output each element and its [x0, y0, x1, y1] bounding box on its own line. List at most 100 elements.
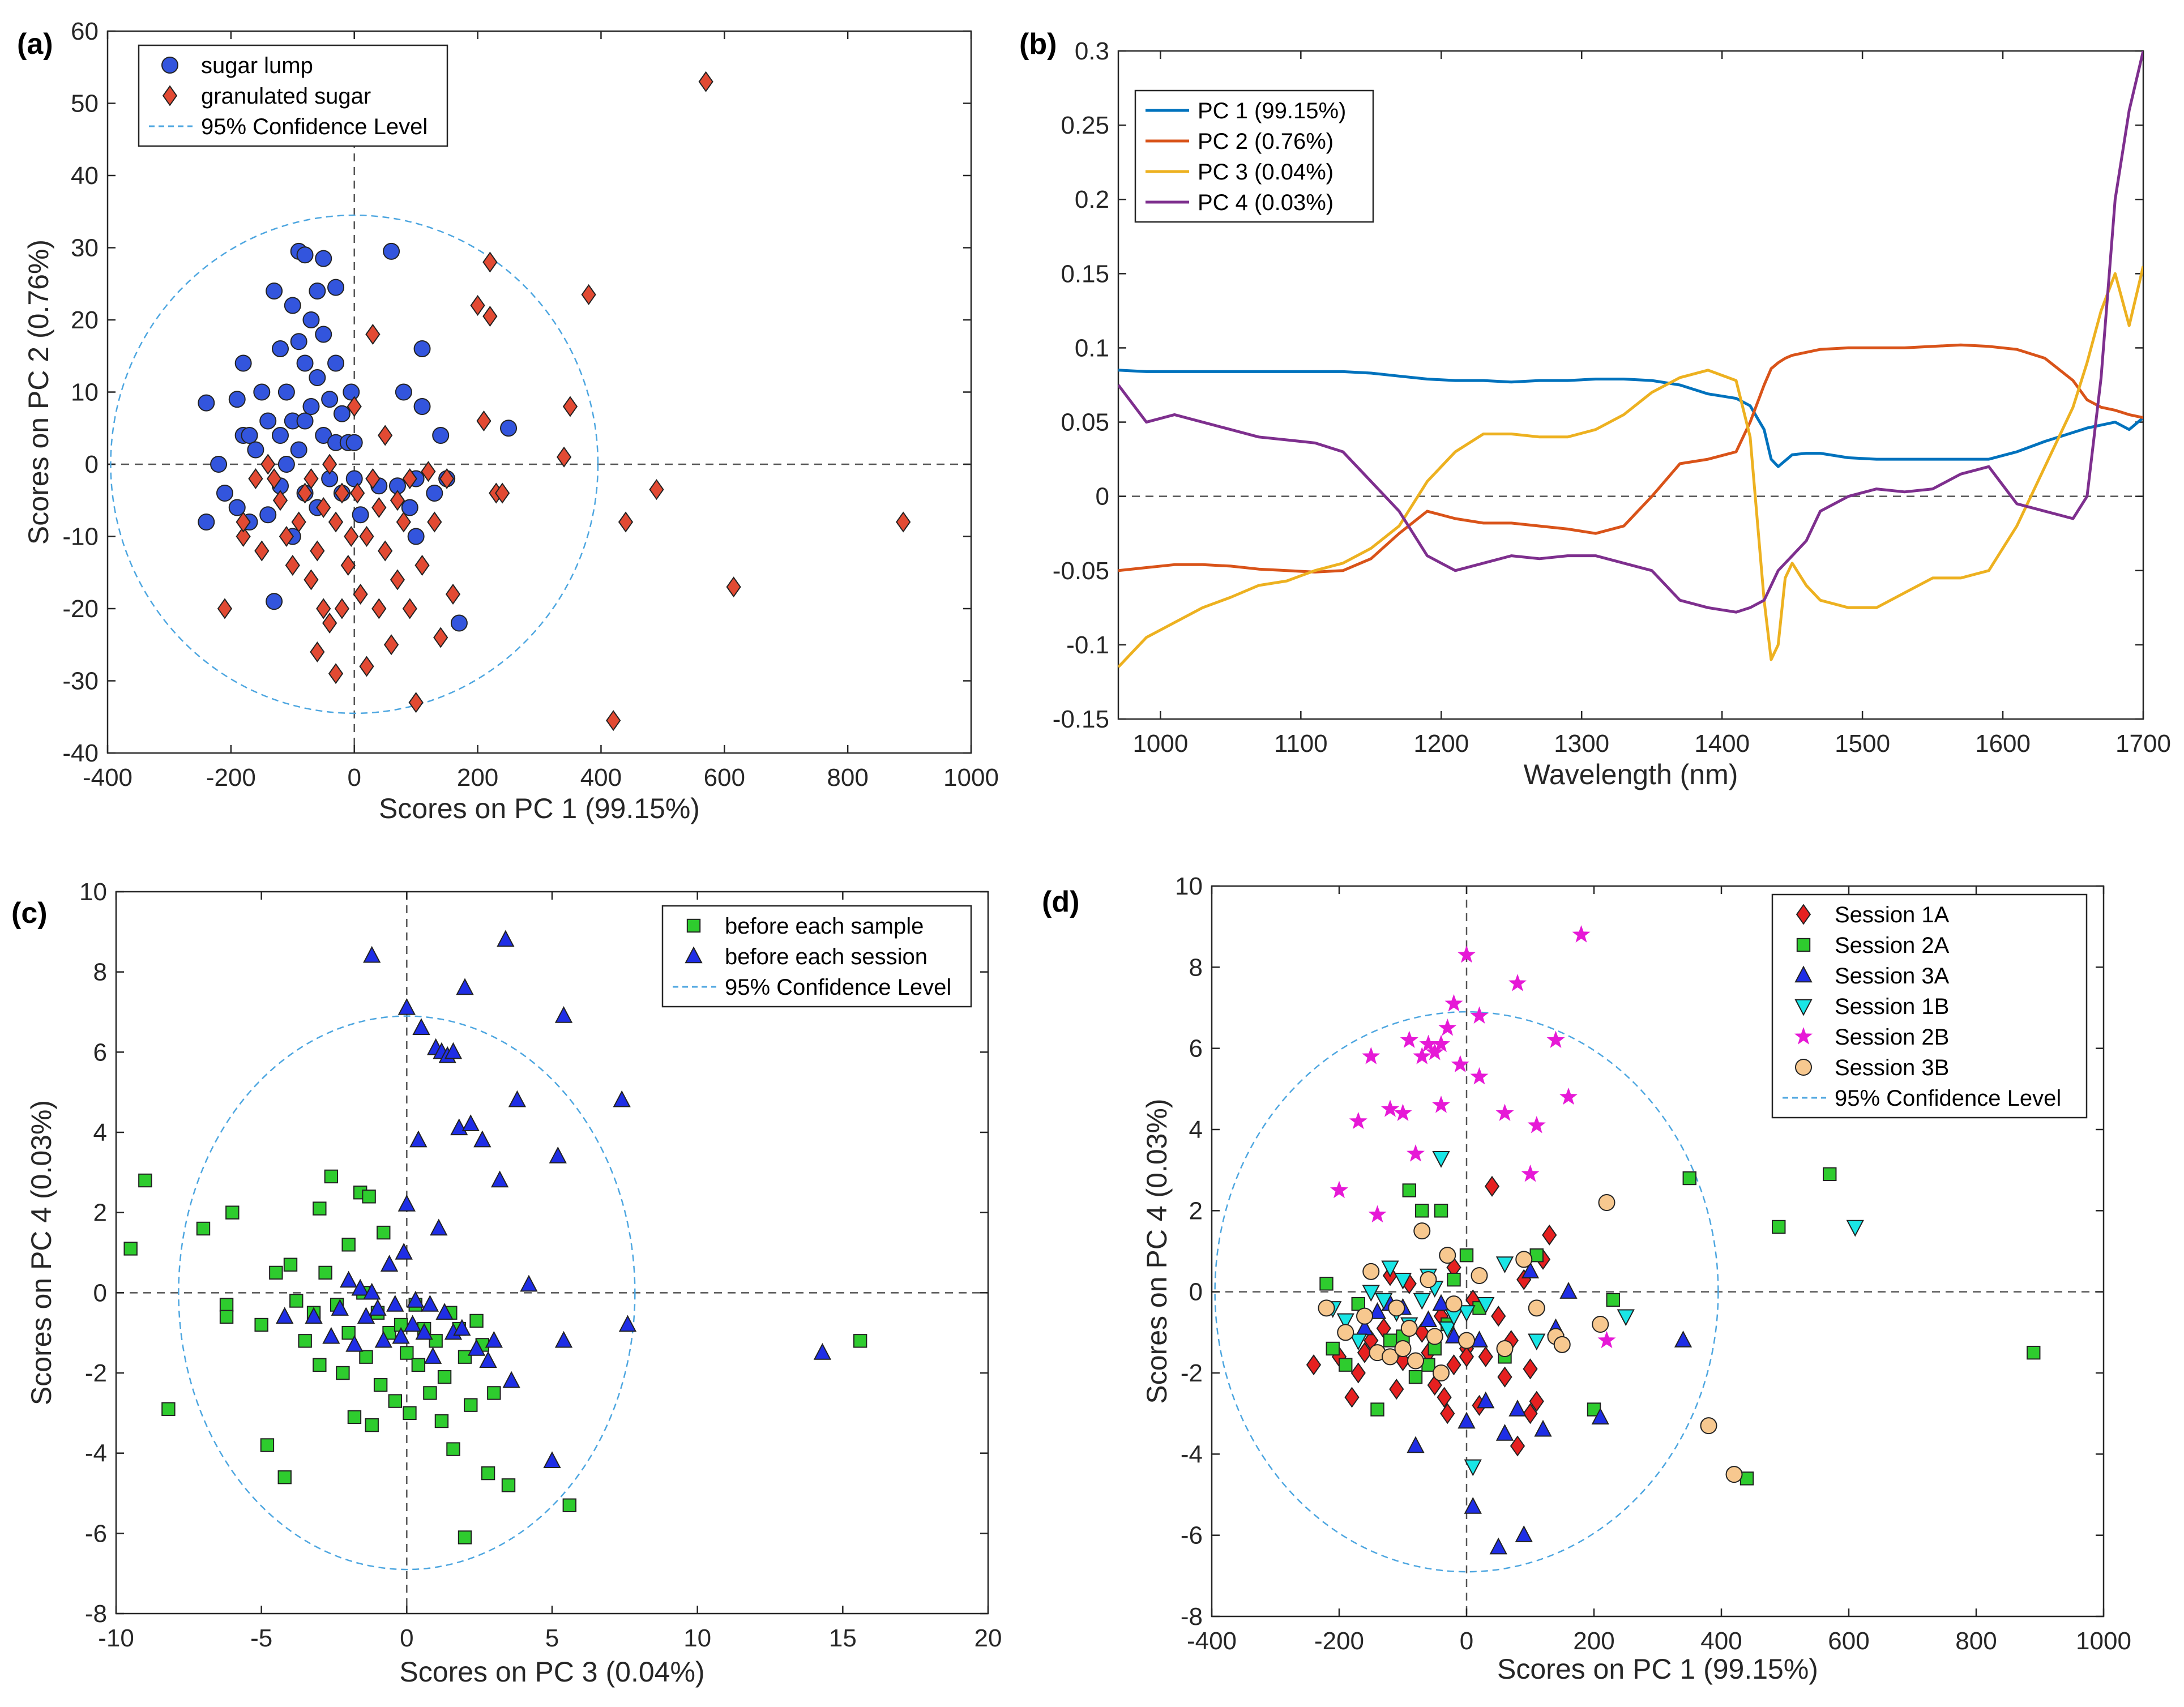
legend-label: Session 3A: [1835, 964, 1950, 989]
data-point: [1459, 1346, 1474, 1367]
y-tick-label: -8: [1181, 1603, 1203, 1631]
data-point: [1458, 945, 1476, 963]
data-point: [1433, 1364, 1450, 1381]
data-point: [1413, 1293, 1431, 1310]
series-line: [1118, 266, 2143, 668]
data-point: [1464, 1459, 1482, 1477]
data-point: [618, 1315, 637, 1332]
data-point: [1413, 1047, 1431, 1064]
data-point: [403, 1406, 417, 1421]
x-tick-label: -10: [98, 1624, 134, 1652]
legend-label: PC 2 (0.76%): [1198, 129, 1334, 154]
data-point: [334, 598, 350, 619]
data-point: [1432, 1294, 1450, 1311]
x-tick-label: 600: [704, 764, 745, 792]
data-point: [219, 1298, 234, 1312]
data-point: [272, 340, 289, 357]
data-point: [476, 410, 491, 432]
data-point: [1523, 1358, 1538, 1380]
y-tick-label: 50: [71, 90, 99, 118]
data-point: [467, 1338, 486, 1356]
data-point: [198, 394, 215, 412]
data-point: [310, 540, 325, 562]
data-point: [485, 1330, 503, 1348]
data-point: [343, 383, 360, 401]
y-tick-label: 0: [93, 1279, 107, 1307]
data-point: [813, 1343, 832, 1360]
data-point: [284, 297, 301, 314]
x-tick-label: 1500: [1835, 730, 1890, 758]
data-point: [304, 569, 319, 591]
data-point: [247, 441, 264, 459]
data-point: [1408, 1370, 1423, 1384]
data-point: [402, 598, 417, 619]
data-point: [1523, 1403, 1538, 1424]
x-tick-label: 1300: [1554, 730, 1609, 758]
data-point: [1349, 1333, 1367, 1351]
panel-d: -400 -200 0 200 400 600 800 1000 -8 -6 -4 -2 0 2 4 6 8 10…: [1042, 872, 2131, 1685]
y-tick-label: 10: [71, 379, 99, 407]
data-point: [1400, 1030, 1418, 1049]
data-point: [352, 506, 369, 524]
y-tick-label: 2: [93, 1199, 107, 1227]
data-point: [362, 1190, 376, 1204]
x-axis-title: Scores on PC 1 (99.15%): [1497, 1653, 1818, 1685]
data-point: [1362, 1263, 1380, 1280]
data-point: [1336, 1313, 1354, 1330]
data-point: [1389, 1379, 1404, 1400]
data-point: [1534, 1419, 1552, 1437]
x-tick-label: 1400: [1694, 730, 1750, 758]
data-point: [297, 482, 313, 504]
data-point: [1394, 1340, 1412, 1357]
data-point: [365, 323, 381, 345]
x-tick-label: 0: [1460, 1627, 1473, 1655]
data-point: [377, 1225, 391, 1240]
data-point: [556, 446, 572, 468]
y-tick-label: 8: [93, 959, 107, 986]
data-point: [1508, 974, 1527, 991]
series-line: [1118, 343, 2143, 574]
data-point: [388, 1394, 402, 1408]
data-point: [327, 279, 345, 296]
legend: sugar lump granulated sugar 95% Confidence…: [138, 44, 448, 147]
data-point: [1339, 1358, 1353, 1372]
data-point: [482, 306, 498, 327]
legend-marker: [1795, 1059, 1812, 1076]
panel-label: (b): [1019, 28, 1057, 61]
data-point: [392, 1327, 410, 1344]
data-point: [461, 1114, 480, 1132]
x-tick-label: -400: [1187, 1627, 1237, 1655]
data-point: [347, 1410, 362, 1424]
data-point: [198, 514, 215, 531]
x-tick-label: 200: [1573, 1627, 1614, 1655]
data-point: [520, 1274, 538, 1292]
legend-label: PC 1 (99.15%): [1198, 99, 1346, 123]
legend-marker: [161, 57, 178, 74]
data-point: [285, 554, 300, 576]
data-point: [253, 383, 271, 401]
data-point: [236, 525, 251, 547]
data-point: [1510, 1435, 1525, 1457]
data-point: [1542, 1224, 1557, 1246]
data-point: [353, 583, 368, 605]
data-point: [371, 598, 387, 619]
panel-label: (d): [1042, 885, 1079, 918]
data-point: [1598, 1194, 1615, 1211]
data-point: [1674, 1330, 1693, 1347]
data-point: [371, 497, 387, 519]
legend-label: Session 2B: [1835, 1025, 1949, 1050]
legend-label: 95% Confidence Level: [201, 114, 428, 139]
data-point: [327, 354, 345, 372]
data-point: [289, 1294, 304, 1308]
data-point: [403, 1315, 422, 1332]
data-point: [363, 1282, 381, 1300]
data-point: [216, 485, 233, 502]
data-point: [508, 1090, 527, 1107]
data-point: [196, 1221, 211, 1236]
x-tick-label: 0: [347, 764, 361, 792]
data-point: [1528, 1299, 1545, 1317]
data-point: [427, 511, 442, 533]
data-point: [1682, 1171, 1696, 1186]
data-point: [1470, 1330, 1489, 1347]
x-tick-label: -400: [83, 764, 133, 792]
